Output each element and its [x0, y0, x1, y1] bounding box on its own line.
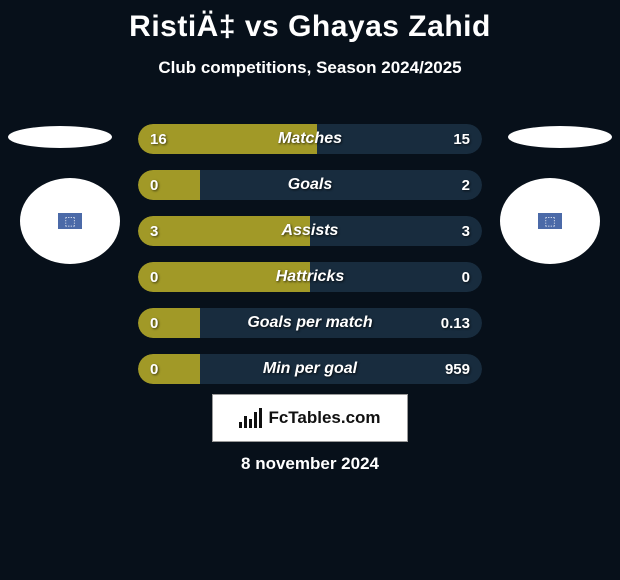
stat-bar: 0959Min per goal [138, 354, 482, 384]
avatar-shadow-left [8, 126, 112, 148]
stat-value-left: 0 [150, 170, 158, 200]
stat-fill-left [138, 216, 310, 246]
stat-value-right: 0 [462, 262, 470, 292]
stat-bar: 00.13Goals per match [138, 308, 482, 338]
stat-bar: 33Assists [138, 216, 482, 246]
avatar-right: ⬚ [500, 178, 600, 264]
flag-right-icon: ⬚ [538, 213, 562, 229]
stat-value-right: 959 [445, 354, 470, 384]
flag-left-icon: ⬚ [58, 213, 82, 229]
date-text: 8 november 2024 [0, 454, 620, 474]
stat-value-left: 0 [150, 308, 158, 338]
stats-bars: 1615Matches02Goals33Assists00Hattricks00… [138, 124, 482, 400]
stat-bar: 02Goals [138, 170, 482, 200]
stat-fill-left [138, 170, 200, 200]
stat-bar: 00Hattricks [138, 262, 482, 292]
stat-value-left: 3 [150, 216, 158, 246]
logo-bars-icon [239, 408, 262, 428]
stat-value-right: 3 [462, 216, 470, 246]
stat-bar: 1615Matches [138, 124, 482, 154]
subtitle: Club competitions, Season 2024/2025 [0, 58, 620, 78]
stat-value-left: 16 [150, 124, 167, 154]
page-title: RistiÄ‡ vs Ghayas Zahid [0, 0, 620, 44]
stat-value-left: 0 [150, 262, 158, 292]
stat-value-right: 0.13 [441, 308, 470, 338]
stat-fill-right [200, 354, 482, 384]
stat-value-left: 0 [150, 354, 158, 384]
stat-fill-right [310, 262, 482, 292]
stat-fill-right [200, 170, 482, 200]
avatar-left: ⬚ [20, 178, 120, 264]
stat-value-right: 2 [462, 170, 470, 200]
stat-fill-left [138, 308, 200, 338]
stat-fill-left [138, 262, 310, 292]
stat-fill-left [138, 354, 200, 384]
avatar-shadow-right [508, 126, 612, 148]
stat-fill-right [310, 216, 482, 246]
logo-text: FcTables.com [268, 408, 380, 428]
stat-fill-right [200, 308, 482, 338]
stat-value-right: 15 [453, 124, 470, 154]
logo-box: FcTables.com [212, 394, 408, 442]
